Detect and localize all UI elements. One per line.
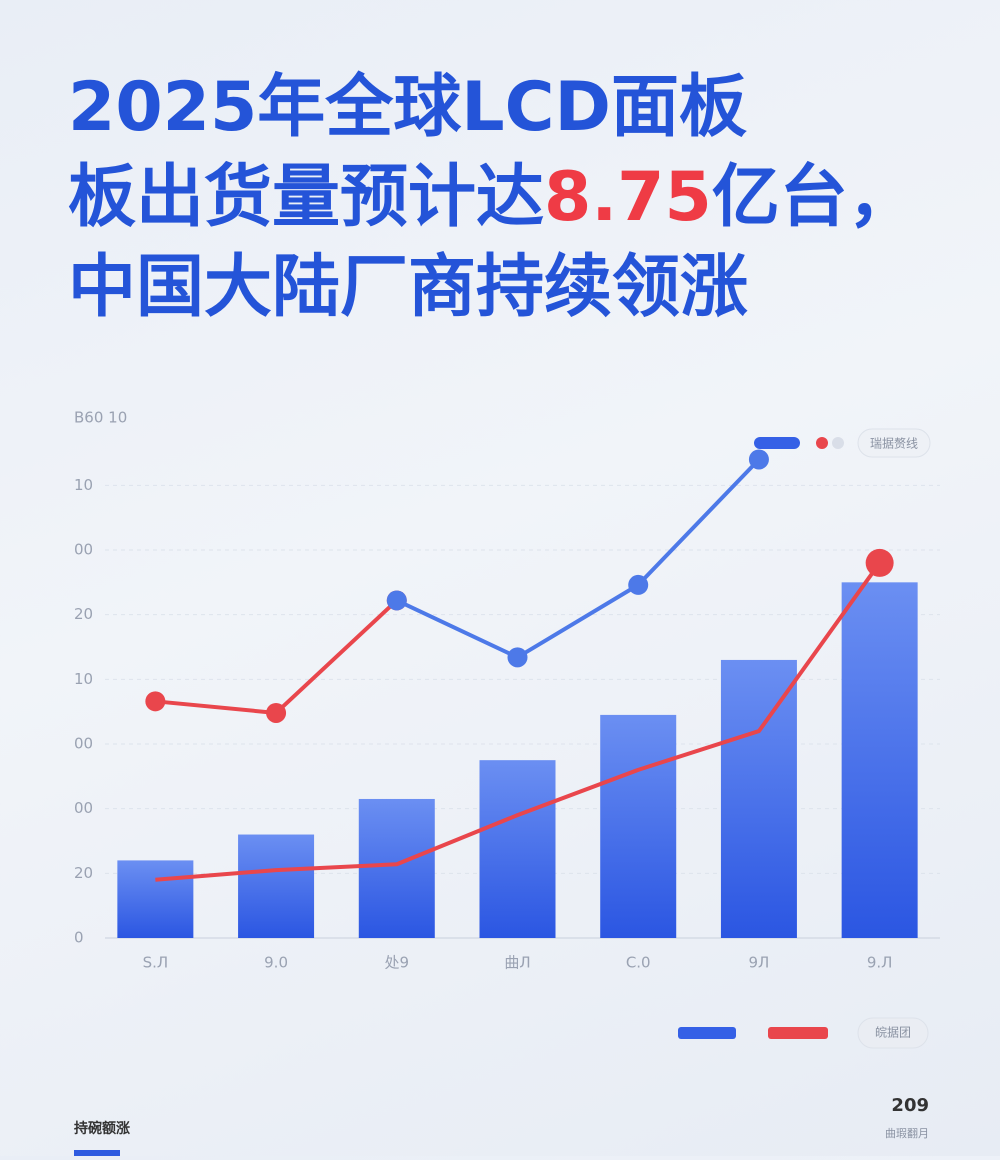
title-highlight: 8.75 [544, 158, 712, 237]
legend-label: 瑞据赘线 [870, 436, 918, 451]
line [155, 598, 399, 715]
y-tick-label: 0 [74, 929, 84, 947]
footer-label: 持碗额涨 [74, 1120, 130, 1137]
bar [479, 760, 556, 938]
y-tick-label: 20 [74, 864, 93, 882]
legend-swatch [816, 437, 828, 449]
legend-swatch [768, 1027, 828, 1039]
title-line: 中国大陆厂商持续领涨 [68, 248, 748, 327]
bar [720, 659, 797, 938]
footer-caption: 曲瑕翻月 [885, 1126, 929, 1140]
point [386, 590, 407, 611]
x-tick-label: 9.Л [867, 954, 893, 972]
title-part: 亿台， [712, 158, 916, 237]
y-tick-label: 00 [74, 541, 93, 559]
footer-value: 209 [891, 1095, 929, 1116]
title-line: 板出货量预计达8.75亿台， [68, 158, 916, 237]
bar [117, 860, 194, 938]
y-tick-label: 10 [74, 670, 93, 688]
point [628, 574, 649, 595]
legend-pill [857, 1017, 929, 1049]
point [507, 647, 528, 668]
point [748, 449, 769, 470]
x-tick-label: C.0 [626, 954, 651, 972]
line [395, 458, 761, 660]
legend-dot [832, 437, 844, 449]
legend-swatch [678, 1027, 736, 1039]
line [155, 561, 882, 882]
bar [358, 798, 435, 938]
y-tick-label: 10 [74, 476, 93, 494]
y-tick-label: 00 [74, 799, 93, 817]
point [865, 548, 894, 577]
legend-swatch [754, 437, 800, 449]
legend-label: 皖据团 [875, 1026, 911, 1040]
axis-title: B60 10 [74, 409, 127, 427]
title-part: 板出货量预计达 [68, 158, 544, 237]
x-tick-label: 9Л [749, 954, 770, 972]
bar [841, 582, 918, 938]
bar [238, 834, 315, 938]
y-tick-label: 00 [74, 735, 93, 753]
x-tick-label: 曲Л [504, 954, 530, 972]
point [145, 691, 166, 712]
x-tick-label: S.Л [143, 954, 169, 972]
x-tick-label: 9.0 [264, 954, 288, 972]
title-line: 2025年全球LCD面板 [68, 68, 747, 147]
point [266, 702, 287, 723]
legend-pill [857, 428, 931, 458]
x-tick-label: 处9 [385, 954, 410, 972]
footer-accent [74, 1150, 120, 1156]
y-tick-label: 20 [74, 605, 93, 623]
bar [600, 714, 677, 938]
